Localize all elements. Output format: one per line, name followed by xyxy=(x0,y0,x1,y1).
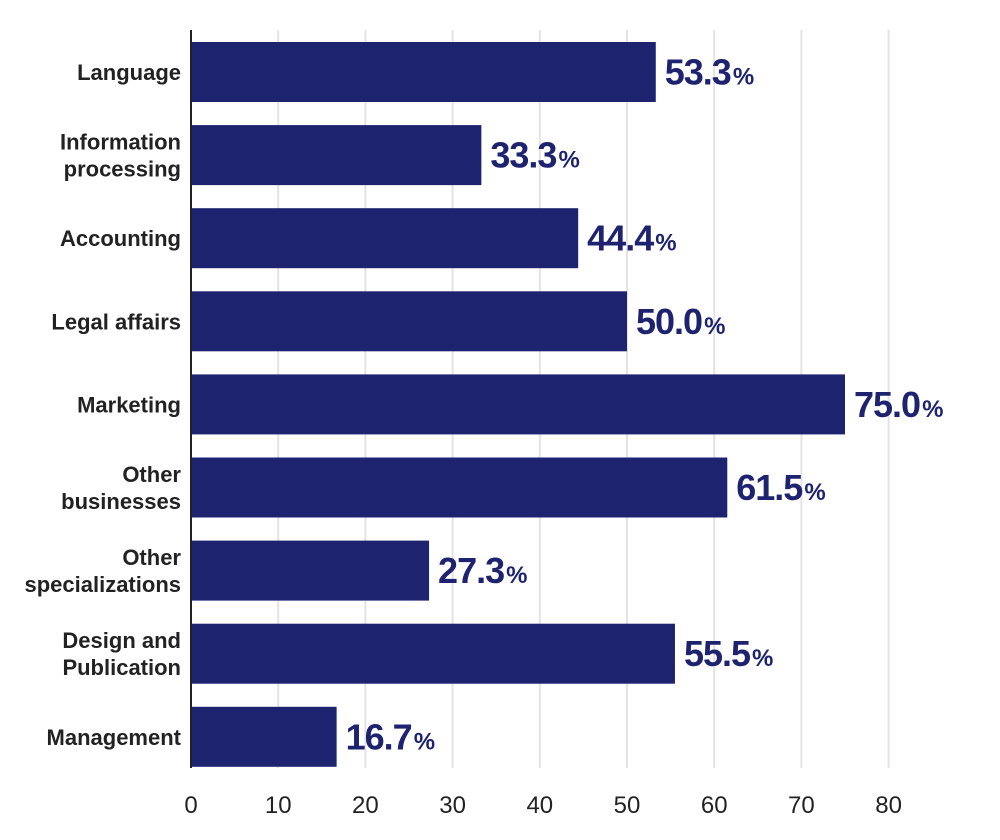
value-label: 53.3% xyxy=(665,52,754,93)
category-label-line: Legal affairs xyxy=(51,309,181,334)
value-label: 33.3% xyxy=(490,135,579,176)
value-label-number: 16.7 xyxy=(346,716,412,757)
value-label: 75.0% xyxy=(854,384,943,425)
x-axis-ticks: 0 10 20 30 40 50 60 70 80 xyxy=(184,792,902,819)
category-label-line: Information xyxy=(60,130,181,155)
category-label: Accounting xyxy=(60,226,181,251)
category-label: Legal affairs xyxy=(51,309,181,334)
category-label-line: Other xyxy=(122,462,181,487)
category-label-line: businesses xyxy=(61,489,181,514)
x-tick-label: 70 xyxy=(788,792,815,819)
value-label-unit: % xyxy=(733,64,754,91)
category-label: Other businesses xyxy=(61,462,181,514)
category-label: Management xyxy=(47,725,182,750)
category-label-line: Management xyxy=(47,725,182,750)
value-label: 27.3% xyxy=(438,550,527,591)
category-label: Marketing xyxy=(77,392,181,417)
value-label-number: 61.5 xyxy=(736,467,803,508)
category-label-line: Language xyxy=(77,60,181,85)
value-label: 55.5% xyxy=(684,633,773,674)
value-label-unit: % xyxy=(414,728,435,755)
value-label: 50.0% xyxy=(636,301,725,342)
x-tick-label: 10 xyxy=(265,792,292,819)
value-label: 61.5% xyxy=(736,467,825,508)
x-tick-label: 80 xyxy=(875,792,902,819)
x-tick-label: 20 xyxy=(352,792,379,819)
x-tick-label: 30 xyxy=(439,792,466,819)
category-label-line: specializations xyxy=(24,572,181,597)
value-label-number: 75.0 xyxy=(854,384,920,425)
bar[interactable] xyxy=(191,208,579,269)
x-tick-label: 60 xyxy=(701,792,728,819)
value-label-unit: % xyxy=(506,562,527,589)
value-label-unit: % xyxy=(704,313,725,340)
bar[interactable] xyxy=(191,623,675,684)
bar[interactable] xyxy=(191,291,627,352)
bars xyxy=(191,42,845,767)
value-label-number: 50.0 xyxy=(636,301,702,342)
value-label-number: 44.4 xyxy=(587,218,654,259)
x-tick-label: 0 xyxy=(184,792,197,819)
value-label-unit: % xyxy=(804,479,825,506)
bar[interactable] xyxy=(191,125,482,186)
category-label-line: Marketing xyxy=(77,392,181,417)
category-label-line: Other xyxy=(122,545,181,570)
value-label-unit: % xyxy=(752,645,773,672)
value-label-unit: % xyxy=(558,147,579,174)
bar[interactable] xyxy=(191,706,337,767)
value-label-number: 27.3 xyxy=(438,550,504,591)
value-label-unit: % xyxy=(655,230,676,257)
value-label-unit: % xyxy=(922,396,943,423)
value-label: 44.4% xyxy=(587,218,676,259)
category-label: Language xyxy=(77,60,181,85)
category-label-line: Accounting xyxy=(60,226,181,251)
category-label: Other specializations xyxy=(24,545,181,597)
bar[interactable] xyxy=(191,42,656,102)
bar[interactable] xyxy=(191,374,845,435)
category-label-line: Design and xyxy=(62,628,181,653)
x-tick-label: 40 xyxy=(526,792,553,819)
category-labels: Language Information processing Accounting L… xyxy=(24,60,181,750)
bar[interactable] xyxy=(191,457,728,518)
category-label: Design and Publication xyxy=(62,628,181,680)
value-label: 16.7% xyxy=(346,716,435,757)
x-tick-label: 50 xyxy=(614,792,641,819)
value-label-number: 53.3 xyxy=(665,52,731,93)
bar[interactable] xyxy=(191,540,430,601)
value-label-number: 55.5 xyxy=(684,633,751,674)
value-label-number: 33.3 xyxy=(490,135,556,176)
value-labels: 53.3%33.3%44.4%50.0%75.0%61.5%27.3%55.5%… xyxy=(346,52,944,758)
category-label-line: processing xyxy=(64,157,181,182)
category-label: Information processing xyxy=(60,130,181,182)
category-label-line: Publication xyxy=(62,655,181,680)
